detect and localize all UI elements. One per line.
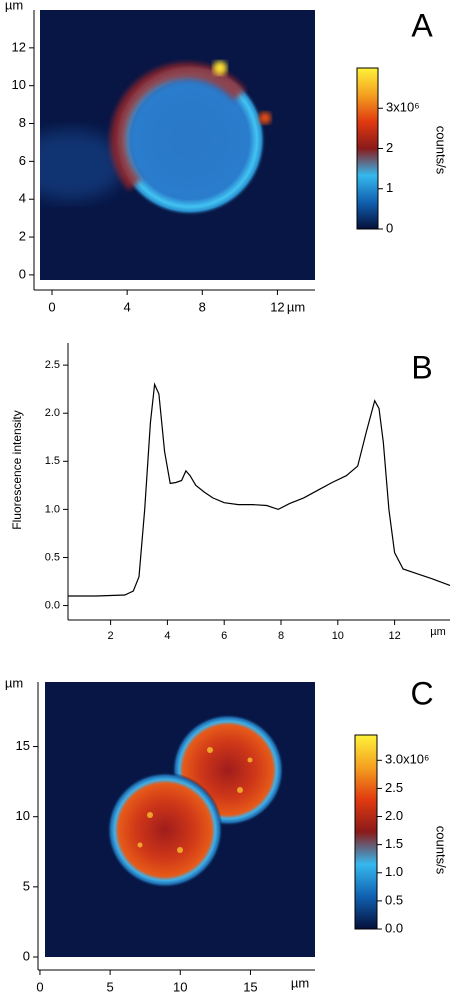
colorbar-tick-label: 0.5 xyxy=(385,892,403,907)
colorbar-tick-label: 1.0 xyxy=(385,864,403,879)
y-tick-label: 1.5 xyxy=(45,455,60,467)
x-unit: µm xyxy=(287,299,305,314)
x-tick-label: 5 xyxy=(106,979,113,993)
x-tick-label: 4 xyxy=(164,630,170,642)
y-tick-label: 2.0 xyxy=(45,407,60,419)
colorbar-tick-label: 0.0 xyxy=(385,920,403,935)
line-series xyxy=(68,382,451,597)
colorbar-tick-label: 0 xyxy=(386,220,393,235)
y-tick-label: 0 xyxy=(23,948,30,963)
y-unit: µm xyxy=(5,675,23,690)
y-tick-label: 2 xyxy=(19,228,26,243)
x-tick-label: 4 xyxy=(124,299,131,314)
y-tick-label: 2.5 xyxy=(45,359,60,371)
y-axis-label: Fluorescence intensity xyxy=(10,410,24,529)
y-tick-label: 15 xyxy=(16,738,30,753)
colorbar-tick-label: 1 xyxy=(386,180,393,195)
x-tick-label: 6 xyxy=(221,630,227,642)
y-tick-label: 4 xyxy=(19,191,26,206)
y-tick-label: 5 xyxy=(23,878,30,893)
x-tick-label: 10 xyxy=(173,979,187,993)
panel-label: C xyxy=(410,675,433,711)
y-tick-label: 0.0 xyxy=(45,599,60,611)
y-tick-label: 8 xyxy=(19,115,26,130)
x-tick-label: 0 xyxy=(48,299,55,314)
y-tick-label: 0.5 xyxy=(45,551,60,563)
x-tick-label: 8 xyxy=(199,299,206,314)
y-unit: µm xyxy=(5,0,23,12)
colorbar-tick-label: 2.5 xyxy=(385,780,403,795)
y-tick-label: 0 xyxy=(19,266,26,281)
x-tick-label: 12 xyxy=(388,630,400,642)
x-unit: µm xyxy=(430,626,446,638)
y-tick-label: 6 xyxy=(19,153,26,168)
x-tick-label: 15 xyxy=(243,979,257,993)
colorbar xyxy=(354,734,378,930)
panel-label: B xyxy=(411,349,432,385)
colorbar-tick-label: 3.0x10⁶ xyxy=(385,752,429,767)
x-tick-label: 8 xyxy=(278,630,284,642)
panel-label: A xyxy=(411,7,433,43)
y-tick-label: 10 xyxy=(16,808,30,823)
colorbar xyxy=(356,67,379,230)
y-tick-label: 1.0 xyxy=(45,503,60,515)
x-tick-label: 10 xyxy=(332,630,344,642)
image-a xyxy=(40,10,315,280)
x-unit: µm xyxy=(291,975,309,990)
image-c xyxy=(45,682,315,957)
x-tick-label: 2 xyxy=(108,630,114,642)
colorbar-tick-label: 1.5 xyxy=(385,836,403,851)
colorbar-label: counts/s xyxy=(434,826,449,875)
x-tick-label: 12 xyxy=(270,299,284,314)
colorbar-tick-label: 2 xyxy=(386,140,393,155)
colorbar-tick-label: 2.0 xyxy=(385,808,403,823)
x-tick-label: 0 xyxy=(36,979,43,993)
y-tick-label: 12 xyxy=(12,39,26,54)
y-tick-label: 10 xyxy=(12,77,26,92)
colorbar-tick-label: 3x10⁶ xyxy=(386,100,420,115)
colorbar-label: counts/s xyxy=(434,126,449,175)
